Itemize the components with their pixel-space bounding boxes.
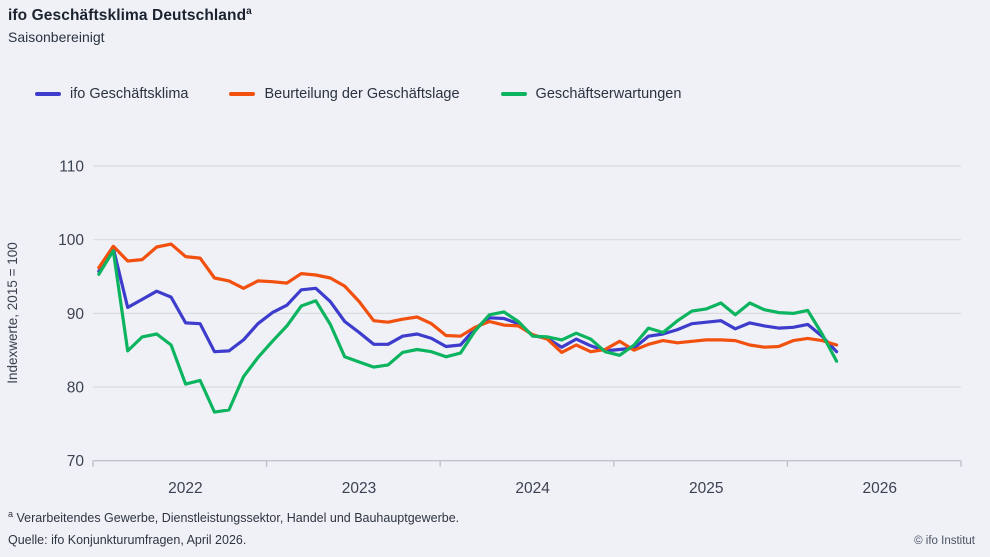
year-label: 2023: [342, 480, 376, 497]
footnote: a Verarbeitendes Gewerbe, Dienstleistung…: [8, 509, 460, 526]
legend-item-erwartungen: Geschäftserwartungen: [500, 86, 682, 102]
y-tick-label: 70: [67, 453, 85, 470]
copyright: © ifo Institut: [914, 535, 975, 547]
y-axis-title: Indexwerte, 2015 = 100: [5, 242, 20, 383]
y-tick-label: 110: [59, 159, 84, 176]
legend-swatch-blue-icon: [35, 92, 61, 96]
y-tick-label: 90: [67, 306, 85, 323]
legend-label: Beurteilung der Geschäftslage: [264, 86, 460, 102]
title-footnote-marker: a: [246, 6, 252, 17]
year-label: 2024: [515, 480, 550, 497]
legend-item-geschaeftslage: Beurteilung der Geschäftslage: [229, 86, 460, 102]
page-subtitle: Saisonbereinigt: [8, 29, 105, 46]
footnote-marker: a: [8, 509, 14, 519]
year-label: 2022: [168, 480, 202, 497]
y-tick-label: 100: [58, 232, 84, 249]
legend-label: ifo Geschäftsklima: [70, 86, 189, 102]
legend-label: Geschäftserwartungen: [535, 86, 682, 102]
series-line-0: [97, 246, 839, 354]
legend-item-geschaeftsklima: ifo Geschäftsklima: [35, 86, 188, 102]
year-label: 2026: [863, 480, 897, 497]
source-line: Quelle: ifo Konjunkturumfragen, April 20…: [8, 533, 247, 547]
legend-swatch-orange-icon: [229, 92, 256, 96]
series-line-2: [97, 249, 839, 414]
y-tick-label: 80: [67, 380, 85, 397]
legend-swatch-green-icon: [500, 92, 527, 96]
series-line-1: [97, 242, 839, 354]
year-label: 2025: [689, 480, 723, 497]
page-title: ifo Geschäftsklima Deutschlanda: [8, 6, 252, 25]
chart-header: ifo Geschäftsklima Deutschlanda Saisonbe…: [8, 6, 252, 45]
chart-legend: ifo Geschäftsklima Beurteilung der Gesch…: [35, 86, 681, 102]
